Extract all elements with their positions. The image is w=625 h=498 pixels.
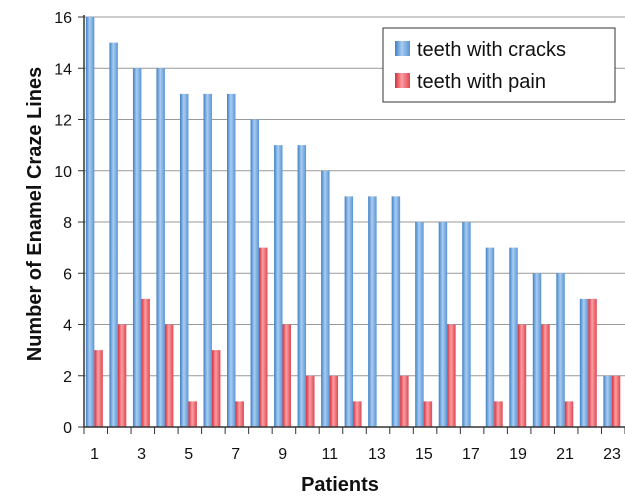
bar-pain-patient-19	[517, 324, 527, 427]
bar-cracks-patient-1	[85, 17, 95, 427]
bar-cracks-patient-18	[485, 247, 495, 427]
bar-cracks-patient-22	[579, 298, 589, 427]
y-tick-label-8: 8	[63, 215, 72, 232]
bar-cracks-patient-10	[297, 145, 307, 427]
bar-cracks-patient-21	[556, 273, 565, 427]
y-tick-label-0: 0	[63, 420, 72, 437]
bar-pain-patient-22	[588, 298, 597, 427]
x-axis-title: Patients	[301, 474, 379, 496]
x-tick-label-3: 3	[137, 446, 146, 463]
bar-pain-patient-9	[282, 324, 291, 427]
x-tick-labels: 1 3 5 7 9 11 13 15 17 19 21 23	[90, 446, 621, 463]
bar-cracks-patient-6	[203, 93, 212, 427]
bar-pain-patient-11	[329, 375, 339, 427]
y-tick-label-16: 16	[54, 10, 72, 27]
y-tick-label-6: 6	[63, 266, 72, 283]
y-tick-label-14: 14	[54, 61, 72, 78]
bar-cracks-patient-7	[227, 93, 236, 427]
x-tick-label-9: 9	[278, 446, 287, 463]
bar-pain-patient-8	[259, 247, 268, 427]
legend-swatch-pain	[395, 73, 410, 88]
bar-cracks-patient-13	[368, 196, 377, 427]
bar-pain-patient-6	[211, 350, 221, 427]
x-tick-label-17: 17	[462, 446, 480, 463]
bar-pain-patient-12	[353, 401, 362, 427]
bar-pain-patient-10	[306, 375, 315, 427]
bar-pain-patient-20	[541, 324, 550, 427]
bar-cracks-patient-5	[179, 93, 189, 427]
gridlines	[84, 16, 625, 377]
bar-pain-patient-23	[611, 375, 621, 427]
x-tick-label-15: 15	[415, 446, 433, 463]
x-tick-label-11: 11	[321, 446, 338, 463]
x-tick-label-5: 5	[184, 446, 193, 463]
y-tick-labels: 0 2 4 6 8 10 12 14 16	[54, 10, 72, 437]
bar-pain-patient-7	[235, 401, 244, 427]
y-axis-title: Number of Enamel Craze Lines	[24, 67, 46, 362]
bar-pain-patient-15	[423, 401, 433, 427]
bar-cracks-patient-23	[603, 375, 612, 427]
legend-box	[382, 27, 616, 103]
bar-pain-patient-14	[400, 375, 409, 427]
legend-label-pain: teeth with pain	[417, 71, 546, 93]
bars	[85, 17, 621, 427]
bar-cracks-patient-15	[415, 222, 424, 427]
x-tick-label-1: 1	[90, 446, 99, 463]
y-tick-label-2: 2	[63, 369, 72, 386]
bar-cracks-patient-14	[391, 196, 401, 427]
bar-cracks-patient-19	[509, 247, 518, 427]
legend-swatch-cracks	[395, 41, 410, 56]
bar-cracks-patient-9	[274, 145, 283, 427]
bar-cracks-patient-11	[321, 170, 330, 427]
axes	[78, 15, 625, 434]
y-tick-label-12: 12	[54, 113, 72, 130]
y-tick-label-10: 10	[54, 164, 72, 181]
x-tick-label-23: 23	[603, 446, 621, 463]
bar-cracks-patient-17	[462, 222, 471, 427]
bar-cracks-patient-20	[532, 273, 542, 427]
bar-cracks-patient-4	[156, 68, 165, 427]
x-tick-label-13: 13	[368, 446, 386, 463]
legend: teeth with cracks teeth with pain	[382, 27, 616, 103]
bar-cracks-patient-2	[109, 42, 118, 427]
bar-pain-patient-4	[164, 324, 174, 427]
x-tick-label-7: 7	[231, 446, 240, 463]
bar-pain-patient-16	[447, 324, 456, 427]
bar-cracks-patient-12	[344, 196, 354, 427]
x-tick-label-21: 21	[556, 446, 574, 463]
bar-cracks-patient-3	[132, 68, 142, 427]
bar-pain-patient-3	[141, 298, 150, 427]
bar-cracks-patient-16	[438, 222, 448, 427]
bar-pain-patient-21	[564, 401, 574, 427]
bar-cracks-patient-8	[250, 119, 260, 427]
bar-pain-patient-1	[94, 350, 103, 427]
bar-pain-patient-18	[494, 401, 503, 427]
bar-pain-patient-5	[188, 401, 197, 427]
bar-pain-patient-2	[117, 324, 127, 427]
x-tick-label-19: 19	[509, 446, 527, 463]
y-tick-label-4: 4	[63, 318, 72, 335]
legend-label-cracks: teeth with cracks	[417, 39, 566, 61]
